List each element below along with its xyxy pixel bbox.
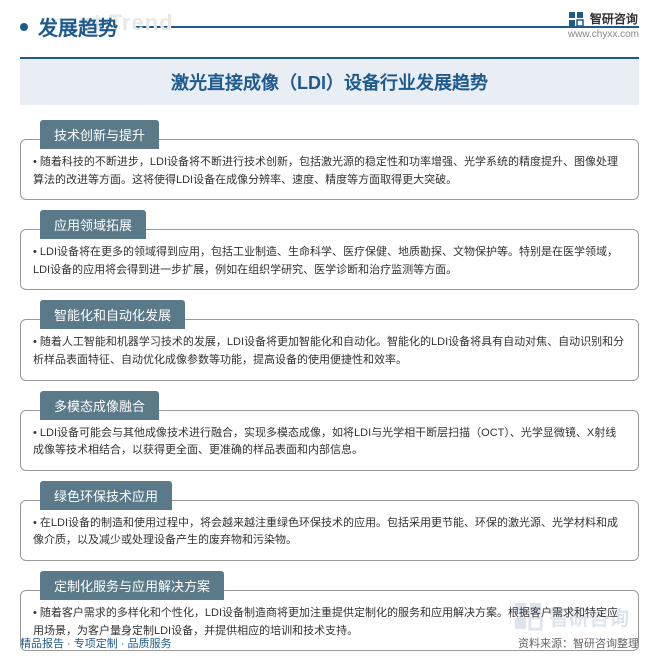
section-3: 多模态成像融合 LDI设备可能会与其他成像技术进行融合，实现多模态成像，如将LDI… [20, 391, 639, 471]
brand-block: 智研咨询 www.chyxx.com [568, 10, 639, 40]
brand-name: 智研咨询 [590, 10, 638, 27]
section-tab: 绿色环保技术应用 [40, 481, 172, 510]
header-dot [20, 23, 28, 31]
content-area: 技术创新与提升随着科技的不断进步，LDI设备将不断进行技术创新，包括激光源的稳定… [0, 120, 659, 651]
section-text: 随着客户需求的多样化和个性化，LDI设备制造商将更加注重提供定制化的服务和应用解… [33, 605, 626, 640]
section-tab: 应用领域拓展 [40, 210, 146, 239]
section-tab: 智能化和自动化发展 [40, 300, 185, 329]
brand-url: www.chyxx.com [568, 29, 639, 40]
section-text: 随着科技的不断进步，LDI设备将不断进行技术创新，包括激光源的稳定性和功率增强、… [33, 154, 626, 189]
section-tab: 技术创新与提升 [40, 120, 159, 149]
header: ment Trend 发展趋势 智研咨询 www.chyxx.com [0, 0, 659, 49]
header-title: 发展趋势 [38, 12, 118, 41]
section-text: 随着人工智能和机器学习技术的发展，LDI设备将更加智能化和自动化。智能化的LDI… [33, 334, 626, 369]
section-text: 在LDI设备的制造和使用过程中，将会越来越注重绿色环保技术的应用。包括采用更节能… [33, 515, 626, 550]
section-0: 技术创新与提升随着科技的不断进步，LDI设备将不断进行技术创新，包括激光源的稳定… [20, 120, 639, 200]
section-tab: 多模态成像融合 [40, 391, 159, 420]
section-1: 应用领域拓展 LDI设备将在更多的领域得到应用，包括工业制造、生命科学、医疗保健、… [20, 210, 639, 290]
section-4: 绿色环保技术应用在LDI设备的制造和使用过程中，将会越来越注重绿色环保技术的应用… [20, 481, 639, 561]
header-line [133, 26, 639, 28]
section-text: LDI设备将在更多的领域得到应用，包括工业制造、生命科学、医疗保健、地质勘探、文… [33, 244, 626, 279]
section-tab: 定制化服务与应用解决方案 [40, 571, 224, 600]
brand-logo-icon [568, 11, 584, 27]
main-title-box: 激光直接成像（LDI）设备行业发展趋势 [20, 57, 639, 105]
section-5: 定制化服务与应用解决方案随着客户需求的多样化和个性化，LDI设备制造商将更加注重… [20, 571, 639, 651]
section-2: 智能化和自动化发展随着人工智能和机器学习技术的发展，LDI设备将更加智能化和自动… [20, 300, 639, 380]
section-text: LDI设备可能会与其他成像技术进行融合，实现多模态成像，如将LDI与光学相干断层… [33, 425, 626, 460]
main-title: 激光直接成像（LDI）设备行业发展趋势 [30, 69, 629, 95]
